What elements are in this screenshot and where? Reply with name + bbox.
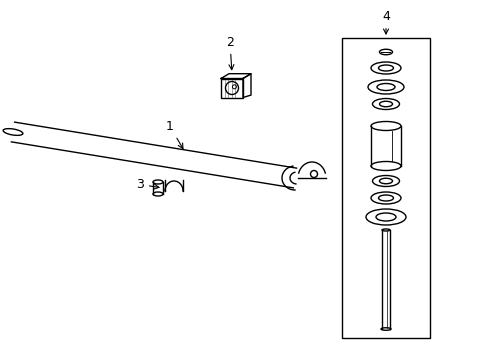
Text: 3: 3	[136, 178, 159, 191]
Text: 2: 2	[225, 36, 233, 70]
Text: 4: 4	[381, 10, 389, 34]
Bar	[221, 78, 243, 98]
Bar	[341, 38, 429, 338]
Text: 1: 1	[166, 120, 183, 149]
